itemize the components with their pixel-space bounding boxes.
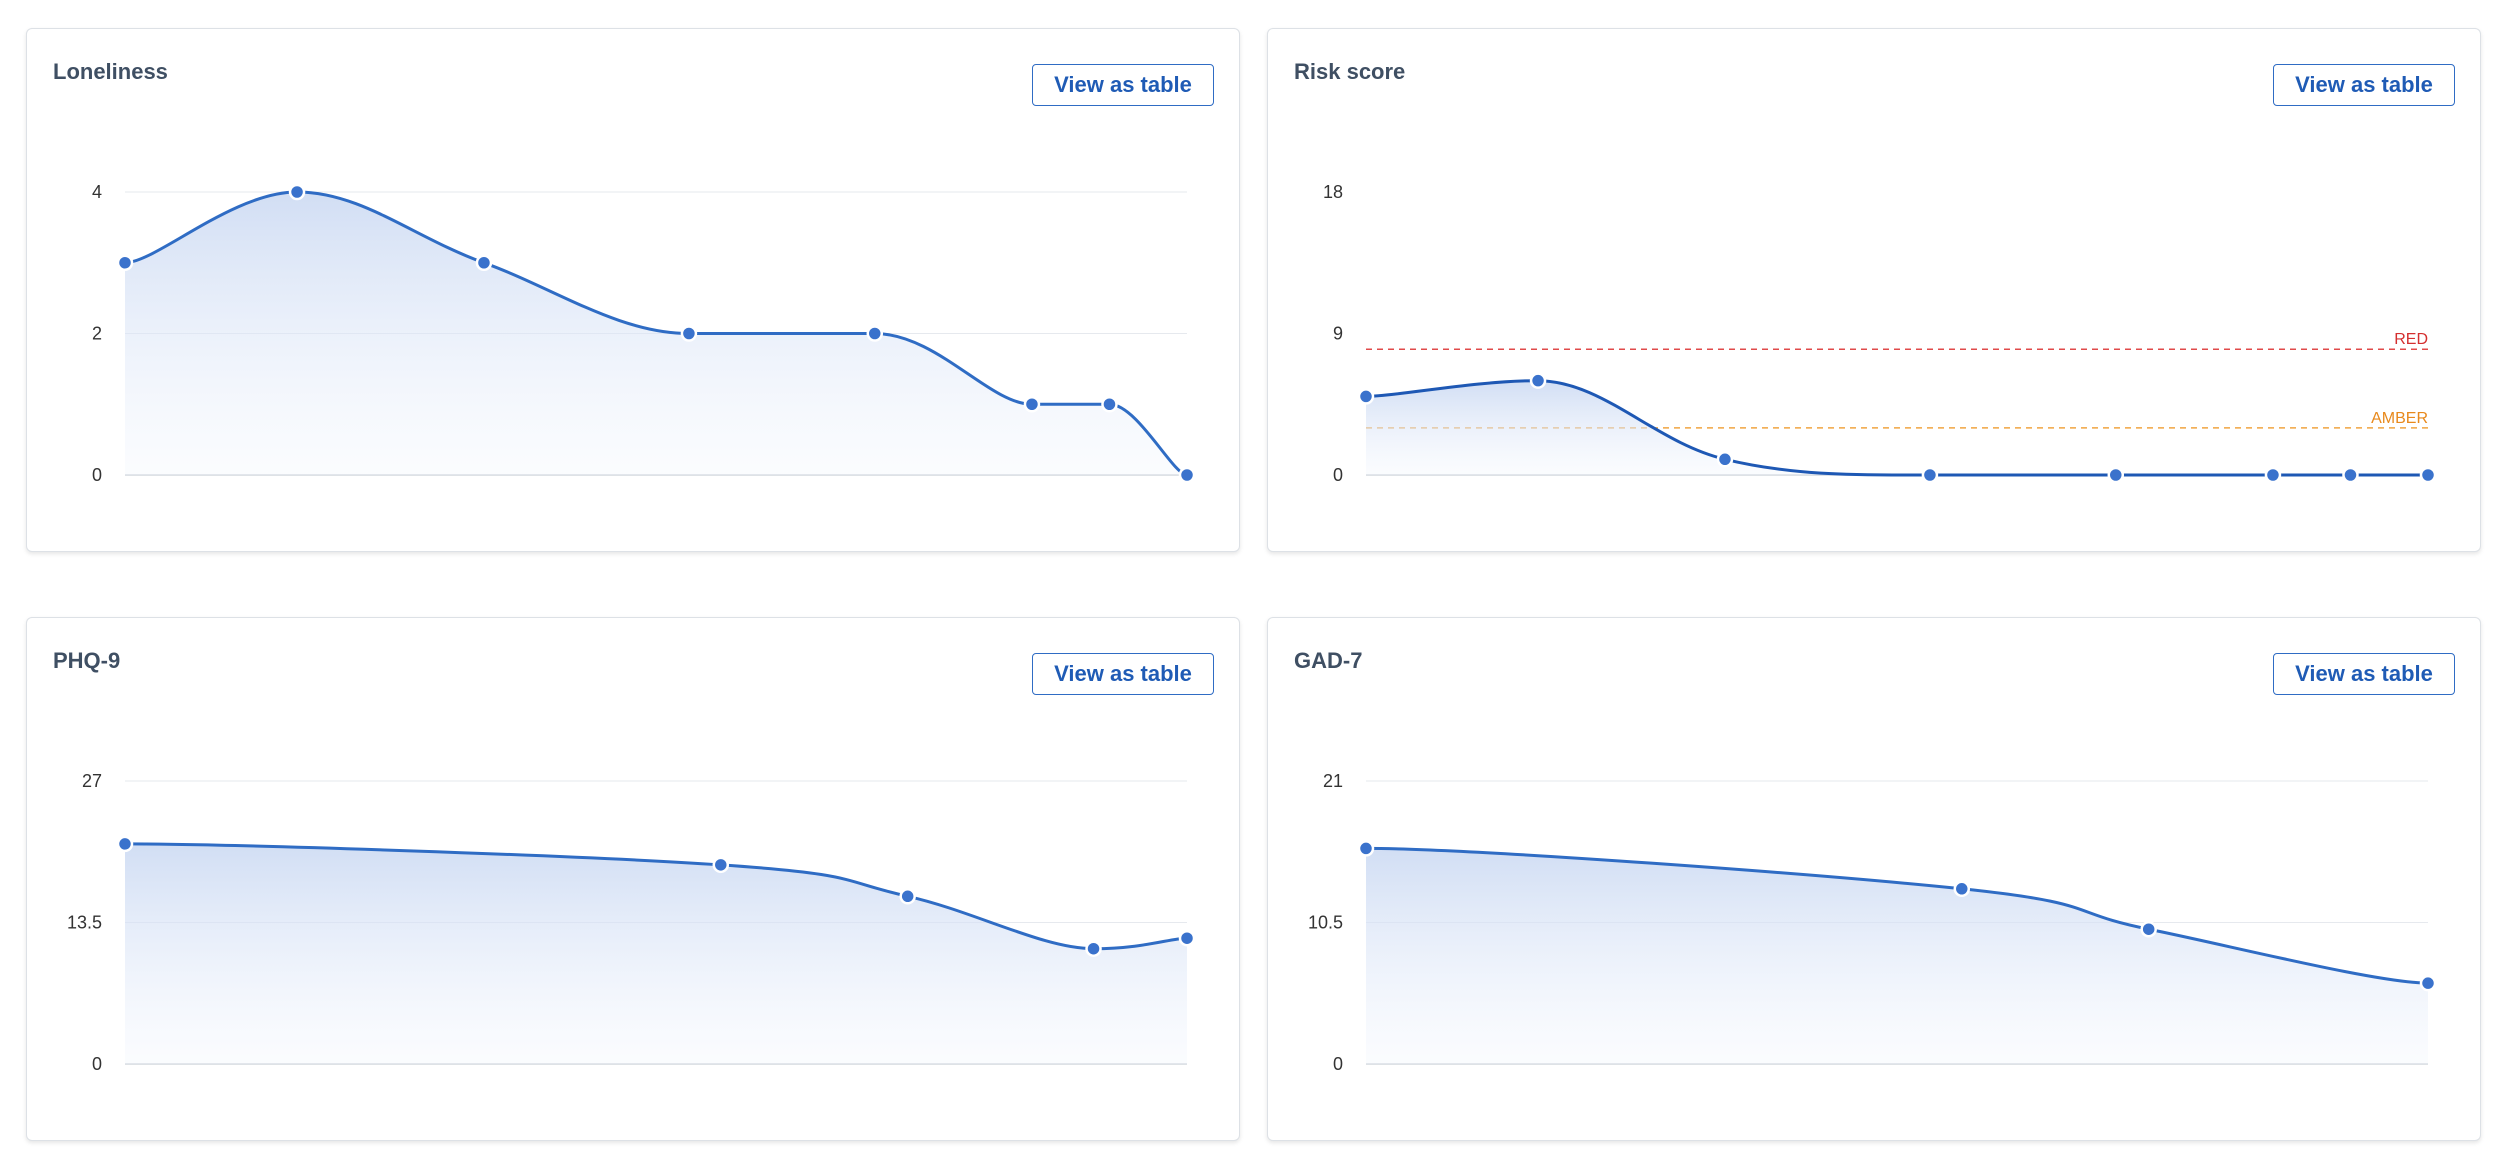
data-point[interactable] <box>2107 466 2125 484</box>
chart-card-risk-score: Risk score View as table 0 9 18 RED AMBER <box>1267 28 2481 552</box>
chart-card-gad7: GAD-7 View as table 0 10.5 21 <box>1267 617 2481 1141</box>
series-area <box>1366 380 2428 476</box>
y-tick-label: 10.5 <box>1308 913 1343 933</box>
view-as-table-button[interactable]: View as table <box>2273 64 2455 106</box>
data-point[interactable] <box>2342 466 2359 484</box>
chart-card-loneliness: Loneliness View as table 0 2 4 <box>26 28 1240 552</box>
data-point[interactable] <box>1178 929 1196 947</box>
series-area <box>125 192 1187 475</box>
data-point[interactable] <box>2419 974 2437 992</box>
threshold-label-red: RED <box>2394 331 2428 348</box>
data-point[interactable] <box>712 856 730 874</box>
series-area <box>1366 848 2428 1064</box>
series-line <box>1365 846 2429 985</box>
y-tick-label: 18 <box>1323 182 1343 202</box>
line-chart: 0 9 18 RED AMBER <box>1323 182 2437 485</box>
line-chart: 0 10.5 21 <box>1308 771 2437 1074</box>
chart-card-phq9: PHQ-9 View as table 0 13.5 27 <box>26 617 1240 1141</box>
data-point[interactable] <box>1529 372 1547 389</box>
y-tick-label: 2 <box>92 324 102 344</box>
line-chart: 0 13.5 27 <box>67 771 1196 1074</box>
card-title: Loneliness <box>53 59 168 84</box>
data-point[interactable] <box>1953 880 1971 898</box>
data-point[interactable] <box>288 183 306 201</box>
view-as-table-button[interactable]: View as table <box>2273 653 2455 695</box>
data-point[interactable] <box>475 254 493 271</box>
y-tick-label: 13.5 <box>67 913 102 933</box>
data-point[interactable] <box>680 325 698 342</box>
line-chart: 0 2 4 <box>92 182 1196 485</box>
view-as-table-button[interactable]: View as table <box>1032 653 1214 695</box>
data-point[interactable] <box>116 835 134 853</box>
data-point[interactable] <box>2264 466 2282 484</box>
y-tick-label: 27 <box>82 771 102 791</box>
data-point[interactable] <box>1178 466 1196 484</box>
card-title: PHQ-9 <box>53 648 121 673</box>
data-point[interactable] <box>116 254 134 271</box>
y-tick-label: 4 <box>92 182 102 202</box>
data-point[interactable] <box>2140 920 2157 938</box>
threshold-label-amber: AMBER <box>2371 410 2428 427</box>
data-point[interactable] <box>1085 940 1102 957</box>
series-area <box>125 843 1187 1064</box>
card-title: Risk score <box>1294 59 1406 84</box>
data-point[interactable] <box>899 888 916 905</box>
data-point[interactable] <box>1921 466 1939 484</box>
data-point[interactable] <box>2419 466 2437 484</box>
data-point[interactable] <box>1357 840 1375 857</box>
card-title: GAD-7 <box>1294 648 1363 673</box>
y-tick-label: 0 <box>92 1054 102 1074</box>
view-as-table-button[interactable]: View as table <box>1032 64 1214 106</box>
y-tick-label: 0 <box>1333 465 1343 485</box>
y-tick-label: 9 <box>1333 324 1343 344</box>
data-point[interactable] <box>1023 396 1041 413</box>
y-tick-label: 21 <box>1323 771 1343 791</box>
data-point[interactable] <box>1716 451 1734 468</box>
y-tick-label: 0 <box>1333 1054 1343 1074</box>
data-point[interactable] <box>1357 388 1375 405</box>
y-tick-label: 0 <box>92 465 102 485</box>
data-point[interactable] <box>1101 396 1118 413</box>
data-point[interactable] <box>866 325 884 342</box>
